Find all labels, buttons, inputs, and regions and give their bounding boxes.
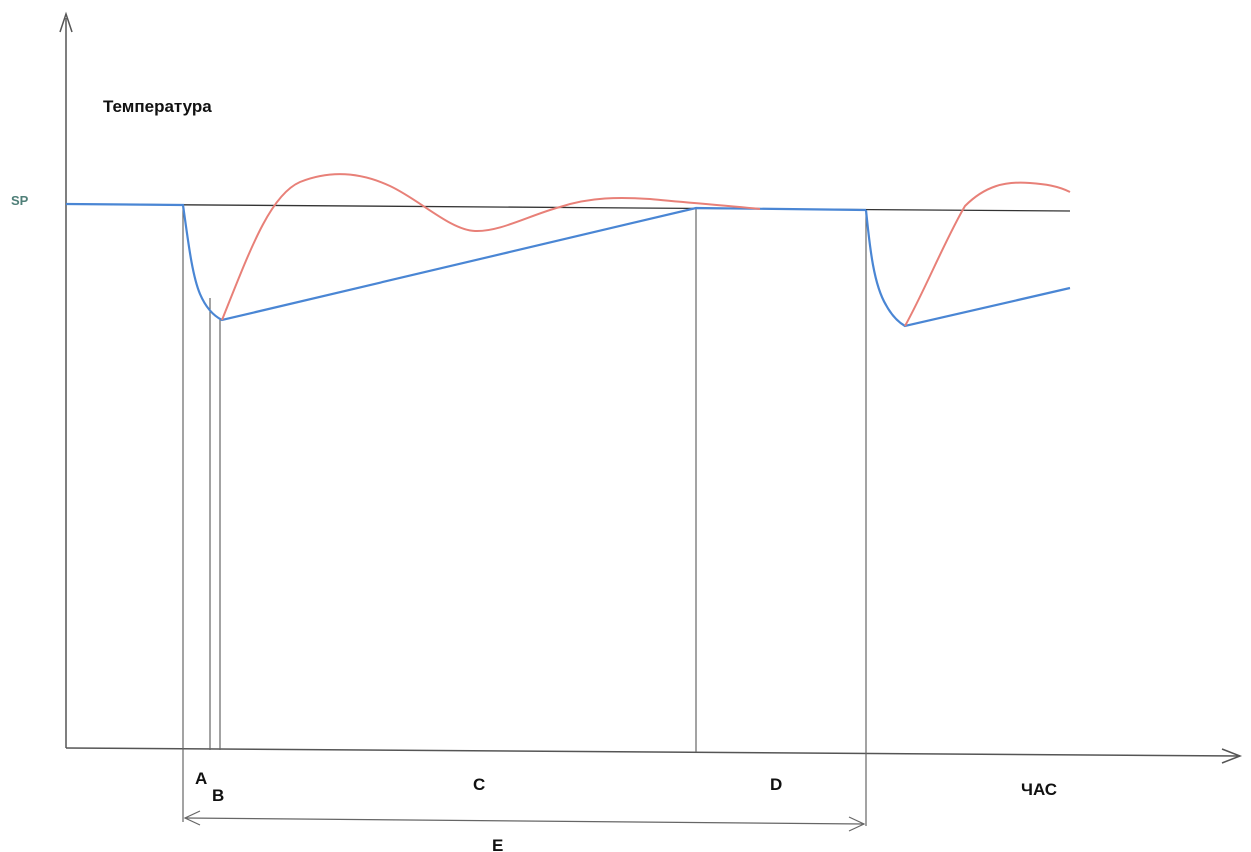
dimension-arrowhead-right: [848, 816, 866, 832]
setpoint-line: [65, 203, 1071, 212]
phase-label-a: A: [195, 769, 207, 788]
setpoint-label: SP: [11, 193, 29, 208]
phase-label-c: C: [473, 775, 485, 794]
blue-temperature-curve: [65, 202, 867, 322]
phase-label-e: E: [492, 836, 503, 852]
x-axis: [65, 747, 1241, 757]
x-axis-arrowhead: [1221, 748, 1243, 764]
dimension-line-e: [184, 817, 865, 825]
phase-label-b: B: [212, 786, 224, 805]
blue-temperature-curve-second-cycle: [864, 209, 1071, 328]
phase-label-d: D: [770, 775, 782, 794]
y-axis-label: Температура: [103, 97, 212, 116]
red-temperature-curve-second-cycle: [904, 181, 1071, 327]
red-temperature-curve: [221, 173, 761, 321]
dimension-arrowhead-left: [183, 810, 201, 826]
y-axis-arrowhead: [59, 11, 73, 33]
x-axis-label: ЧАС: [1021, 780, 1057, 799]
